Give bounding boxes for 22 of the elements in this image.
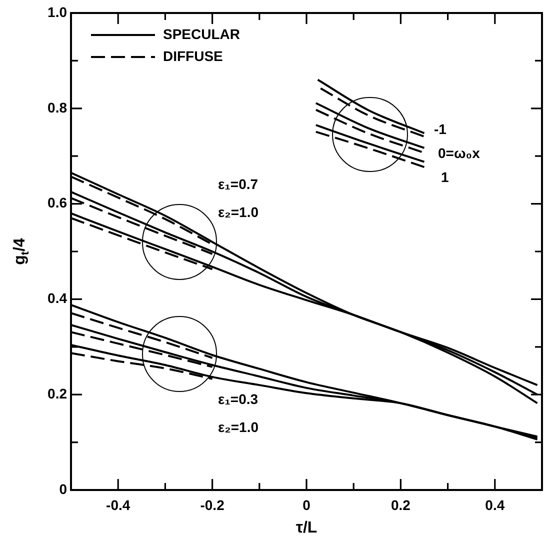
annotation: -1 <box>434 120 447 137</box>
x-tick-label: -0.2 <box>200 496 225 513</box>
y-axis-title: gt/4 <box>11 238 32 265</box>
x-tick-label: -0.4 <box>106 496 130 513</box>
x-tick-label: 0.4 <box>485 496 505 513</box>
y-tick-label: 0.4 <box>48 290 68 306</box>
legend-label: DIFFUSE <box>163 48 223 64</box>
y-tick-label: 0.6 <box>48 194 68 211</box>
y-tick-label: 0 <box>59 480 68 497</box>
x-tick-label: 0.2 <box>390 496 411 513</box>
annotation: 1 <box>441 168 449 185</box>
annotation: ε₂=1.0 <box>218 418 259 435</box>
legend-label: SPECULAR <box>163 26 240 42</box>
annotation: ε₂=1.0 <box>218 204 259 220</box>
annotation: 0=ω₀x <box>438 144 480 161</box>
annotation: ε₁=0.7 <box>218 176 258 192</box>
y-tick-label: 0.8 <box>48 99 68 116</box>
x-axis-title: τ/L <box>296 519 318 536</box>
y-tick-label: 0.2 <box>48 385 68 402</box>
x-tick-label: 0 <box>302 496 311 513</box>
annotation: ε₁=0.3 <box>218 390 258 407</box>
y-tick-label: 1.0 <box>48 4 68 20</box>
